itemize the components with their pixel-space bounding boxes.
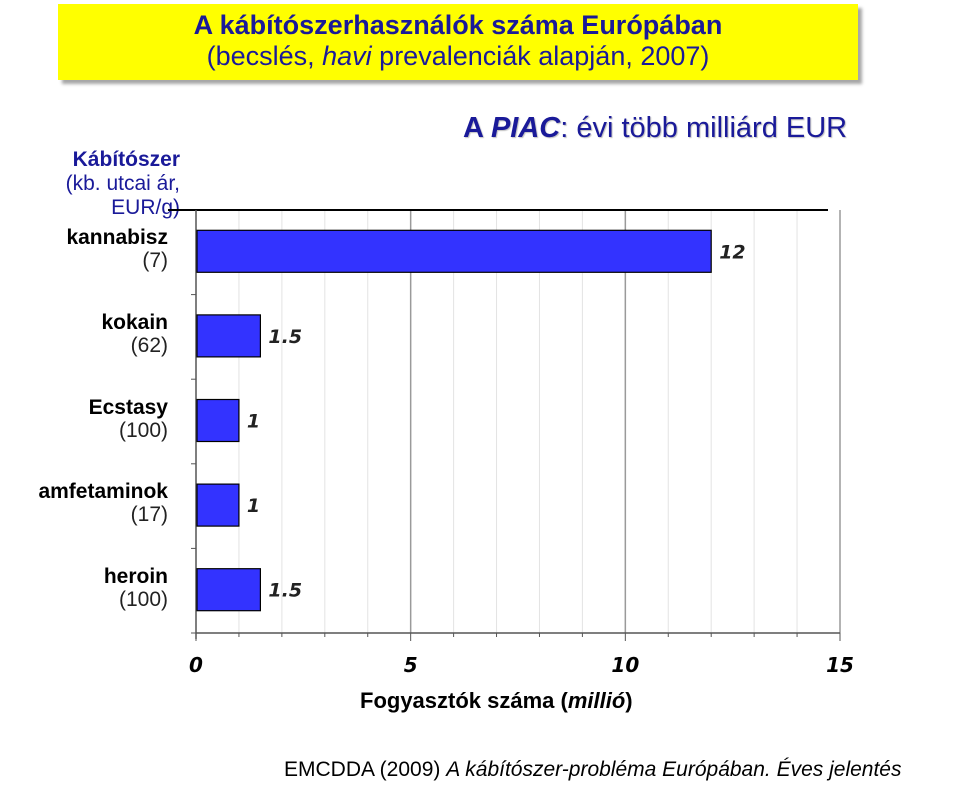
bar-chart: 0 5 10 15 12 1.5 1 1 1.5 <box>168 209 854 677</box>
market-note: A PIAC: évi több milliárd EUR <box>463 112 848 144</box>
x-tick-label: 15 <box>826 653 854 677</box>
category-label: heroin (100) <box>104 565 168 611</box>
category-name: kokain <box>101 310 168 334</box>
x-tick-label: 0 <box>189 653 203 677</box>
category-name: heroin <box>103 564 168 588</box>
category-name: kannabisz <box>66 226 168 250</box>
category-price: (17) <box>130 503 168 527</box>
category-price: (7) <box>142 249 168 273</box>
bar-heroin <box>196 568 262 612</box>
source-citation: EMCDDA (2009) A kábítószer-probléma Euró… <box>284 758 902 781</box>
category-price: (62) <box>130 333 168 357</box>
bar-value-label: 1.5 <box>268 326 302 348</box>
x-axis-title: Fogyasztók száma (millió) <box>360 688 633 713</box>
x-tick-label: 5 <box>404 653 418 677</box>
category-name: Ecstasy <box>88 395 168 419</box>
category-name: amfetaminok <box>38 480 168 504</box>
bar-ecstasy <box>196 398 240 443</box>
chart-subtitle: (becslés, havi prevalenciák alapján, 200… <box>206 41 710 71</box>
chart-title: A kábítószerhasználók száma Európában <box>193 10 723 40</box>
bar-value-label: 1 <box>247 495 260 517</box>
bar-value-label: 1 <box>247 411 260 433</box>
category-label: amfetaminok (17) <box>38 480 168 526</box>
category-price: (100) <box>118 418 168 442</box>
category-label: Ecstasy (100) <box>89 396 168 442</box>
category-header: Kábítószer (kb. utcai ár, EUR/g) <box>0 148 180 220</box>
title-banner: A kábítószerhasználók száma Európában (b… <box>58 4 858 80</box>
bar-kannabisz <box>196 229 712 273</box>
category-header-unit: (kb. utcai ár, EUR/g) <box>65 172 180 219</box>
category-label: kokain (62) <box>101 311 168 357</box>
bar-kokain <box>196 314 262 358</box>
bar-value-label: 1.5 <box>268 580 302 602</box>
x-tick-label: 10 <box>611 653 639 677</box>
category-header-title: Kábítószer <box>72 148 180 171</box>
category-label: kannabisz (7) <box>66 226 168 272</box>
bar-value-label: 12 <box>719 241 745 263</box>
bar-amfetaminok <box>196 483 240 527</box>
category-price: (100) <box>118 587 168 611</box>
